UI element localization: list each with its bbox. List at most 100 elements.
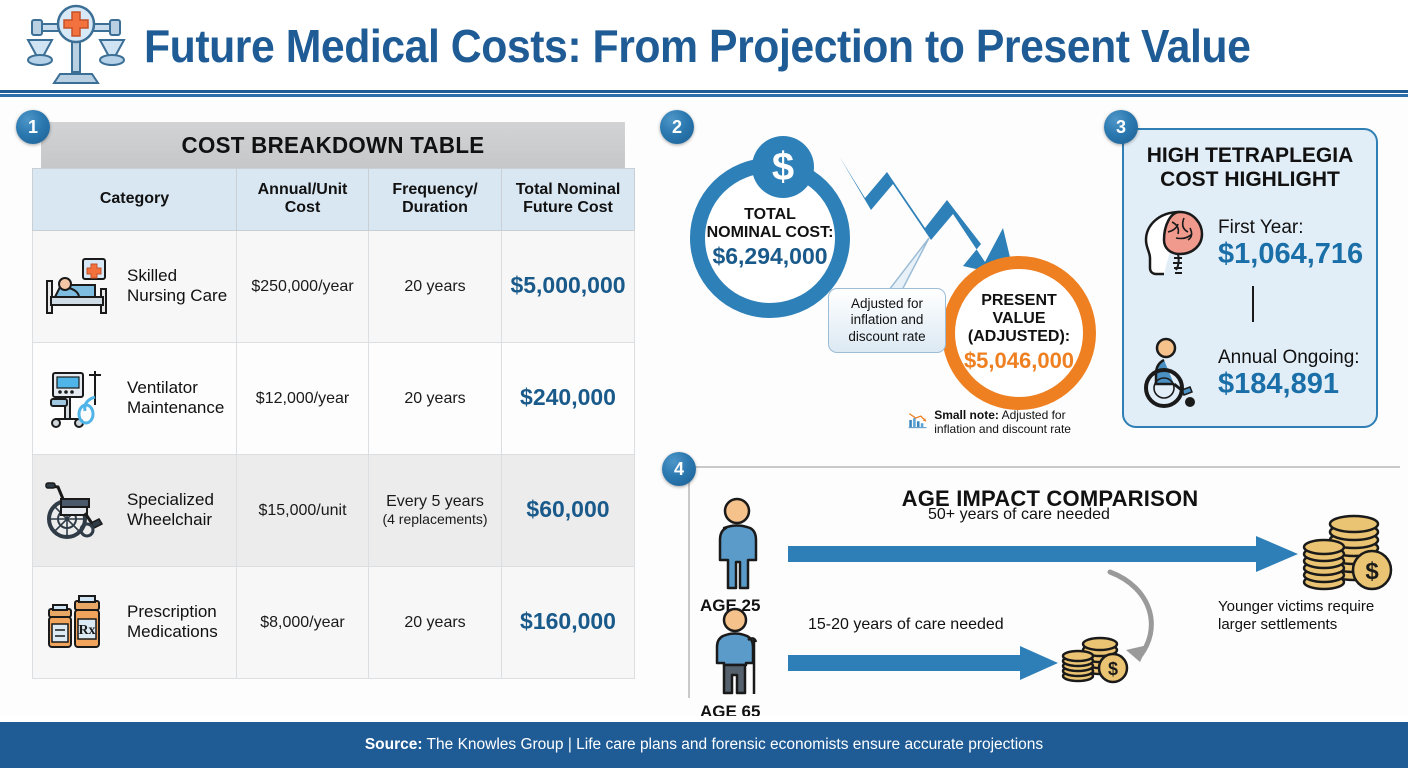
table-row: Skilled Nursing Care $250,000/year 20 ye…: [32, 229, 635, 343]
declining-bar-chart-icon: [908, 413, 927, 429]
col-annual-unit-cost: Annual/Unit Cost: [236, 168, 369, 231]
first-year-value: $1,064,716: [1218, 237, 1364, 270]
young-person-icon: [718, 497, 758, 590]
col-frequency-duration: Frequency/ Duration: [368, 168, 502, 231]
footer: Source: The Knowles Group | Life care pl…: [0, 722, 1408, 768]
wheelchair-icon: [45, 482, 104, 540]
row-unit-cost: $15,000/unit: [236, 453, 369, 567]
present-label-line2: VALUE: [992, 310, 1046, 328]
col-category: Category: [32, 168, 237, 231]
adjustment-callout: Adjusted for inflation and discount rate: [828, 288, 946, 354]
ongoing-value: $184,891: [1218, 367, 1339, 400]
highlight-divider: [1252, 285, 1254, 322]
badge-2: 2: [660, 110, 694, 144]
dollar-badge-icon: $: [752, 136, 814, 198]
age-25-label: AGE 25: [700, 596, 761, 615]
present-value-circle: PRESENT VALUE (ADJUSTED): $5,046,000: [942, 256, 1096, 410]
first-year-text: First Year: $1,064,716: [1218, 216, 1364, 270]
category-label: Specialized Wheelchair: [127, 490, 214, 530]
callout-pointer-icon: [887, 237, 930, 293]
row-category-cell: Ventilator Maintenance: [32, 341, 237, 455]
prescription-bottles-icon: Rx: [48, 595, 100, 649]
badge-4: 4: [662, 452, 696, 486]
highlight-title-line2: COST HIGHLIGHT: [1160, 167, 1340, 191]
table-title: COST BREAKDOWN TABLE: [41, 122, 625, 168]
present-value-flow-section: $ TOTAL NOMINAL COST: $6,294,000 Adjuste…: [660, 118, 1100, 448]
old-person-icon: [715, 607, 758, 695]
col-total-nominal: Total Nominal Future Cost: [501, 168, 635, 231]
head-brain-icon: [1144, 210, 1204, 276]
table-row: Specialized Wheelchair $15,000/unit Ever…: [32, 453, 635, 567]
small-note-text: Small note: Adjusted for inflation and d…: [934, 406, 1108, 437]
table-header-row: Category Annual/Unit Cost Frequency/ Dur…: [32, 168, 635, 231]
ventilator-icon: [50, 371, 101, 429]
scales-of-justice-medical-icon: [26, 4, 126, 84]
header-divider: [0, 90, 1408, 97]
page-title: Future Medical Costs: From Projection to…: [144, 20, 1251, 72]
age-impact-section: AGE IMPACT COMPARISON AGE 25 50+ years o…: [660, 458, 1400, 721]
row-frequency: 20 years: [368, 565, 502, 679]
row-unit-cost: $250,000/year: [236, 229, 369, 343]
row-total: $60,000: [501, 453, 635, 567]
table-body: Skilled Nursing Care $250,000/year 20 ye…: [32, 229, 635, 679]
row-frequency: Every 5 years (4 replacements): [368, 453, 502, 567]
small-note: Small note: Adjusted for inflation and d…: [908, 406, 1108, 437]
annual-ongoing-text: Annual Ongoing: $184,891: [1218, 346, 1360, 400]
old-care-label: 15-20 years of care needed: [808, 616, 1004, 633]
footer-source-bold: Source:: [364, 736, 423, 753]
settlement-hint-arrow-icon: [1107, 569, 1154, 662]
young-care-label: 50+ years of care needed: [928, 506, 1110, 523]
nominal-label-line1: TOTAL: [744, 205, 796, 223]
present-label-line3: (ADJUSTED):: [967, 327, 1071, 345]
first-year-row: First Year: $1,064,716: [1134, 206, 1366, 282]
first-year-label: First Year:: [1218, 216, 1304, 238]
small-note-bold: Small note:: [934, 408, 999, 422]
tetraplegia-highlight-box: HIGH TETRAPLEGIA COST HIGHLIGHT First Ye…: [1122, 128, 1378, 428]
table-row: Rx Prescription Medications $8,000/year …: [32, 565, 635, 679]
footer-source: Source: The Knowles Group | Life care pl…: [365, 736, 1043, 754]
row-total: $240,000: [501, 341, 635, 455]
category-label: Ventilator Maintenance: [127, 378, 225, 418]
svg-text:$: $: [1108, 659, 1118, 679]
hint-line-1: Younger victims require: [1218, 598, 1375, 615]
total-nominal-value: $6,294,000: [712, 243, 828, 270]
highlight-title-line1: HIGH TETRAPLEGIA: [1146, 144, 1354, 167]
declining-arrow-icon: [839, 156, 1015, 278]
cost-breakdown-table: Category Annual/Unit Cost Frequency/ Dur…: [32, 168, 635, 679]
svg-text:Rx: Rx: [78, 623, 95, 638]
table-row: Ventilator Maintenance $12,000/year 20 y…: [32, 341, 635, 455]
footer-divider: [0, 716, 1408, 722]
section4-top-rule: [688, 466, 1400, 468]
cost-breakdown-section: COST BREAKDOWN TABLE Category Annual/Uni…: [32, 122, 635, 679]
age-impact-title: AGE IMPACT COMPARISON: [901, 486, 1199, 511]
table-head: Category Annual/Unit Cost Frequency/ Dur…: [32, 168, 635, 231]
small-note-body: Adjusted for inflation and discount rate: [934, 408, 1071, 437]
row-unit-cost: $12,000/year: [236, 341, 369, 455]
hospital-bed-icon: [46, 258, 107, 315]
row-unit-cost: $8,000/year: [236, 565, 369, 679]
svg-text:$: $: [1365, 558, 1379, 585]
row-category-cell: Skilled Nursing Care: [32, 229, 237, 343]
old-care-arrow-icon: [788, 646, 1058, 680]
row-category-cell: Specialized Wheelchair: [32, 453, 237, 567]
large-coin-stack-icon: $: [1302, 514, 1393, 591]
young-care-arrow-icon: [788, 536, 1298, 572]
ongoing-label: Annual Ongoing:: [1218, 346, 1360, 368]
footer-source-text: The Knowles Group | Life care plans and …: [422, 736, 1044, 753]
row-frequency: 20 years: [368, 341, 502, 455]
badge-3: 3: [1104, 110, 1138, 144]
small-coin-stack-icon: $: [1061, 636, 1129, 684]
annual-ongoing-row: Annual Ongoing: $184,891: [1134, 336, 1366, 412]
present-value-amount: $5,046,000: [963, 347, 1075, 373]
row-category-cell: Rx Prescription Medications: [32, 565, 237, 679]
row-frequency: 20 years: [368, 229, 502, 343]
category-label: Prescription Medications: [127, 602, 218, 642]
row-total: $160,000: [501, 565, 635, 679]
hint-line-2: larger settlements: [1218, 616, 1338, 634]
present-label-line1: PRESENT: [981, 292, 1057, 310]
category-label: Skilled Nursing Care: [127, 266, 228, 306]
header: Future Medical Costs: From Projection to…: [0, 0, 1408, 92]
badge-1: 1: [16, 110, 50, 144]
section4-left-rule: [688, 466, 690, 698]
